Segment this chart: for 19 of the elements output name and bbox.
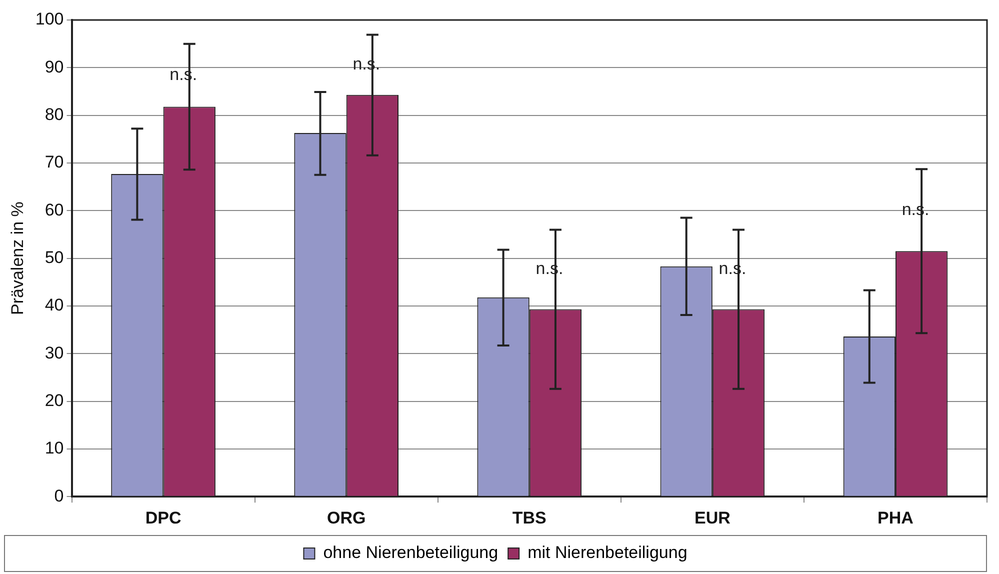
legend-label: ohne Nierenbeteiligung (323, 543, 498, 562)
x-tick-label: DPC (145, 508, 182, 528)
y-tick-label: 60 (44, 200, 64, 220)
y-tick-label: 100 (35, 10, 64, 29)
y-tick-label: 90 (44, 57, 64, 76)
y-tick-label: 10 (44, 438, 64, 458)
x-tick-label: ORG (326, 508, 366, 528)
y-tick-label: 80 (44, 105, 64, 124)
y-tick-label: 70 (44, 152, 64, 172)
x-tick-label: TBS (512, 508, 546, 528)
y-axis-title: Prävalenz in % (8, 202, 27, 315)
y-tick-label: 40 (44, 296, 64, 315)
y-tick-label: 50 (44, 248, 64, 267)
legend-label: mit Nierenbeteiligung (528, 543, 688, 562)
y-tick-label: 0 (54, 486, 64, 506)
x-tick-label: PHA (878, 508, 914, 528)
y-tick-label: 20 (44, 390, 64, 410)
y-tick-label: 30 (44, 343, 64, 362)
x-tick-label: EUR (694, 508, 730, 528)
